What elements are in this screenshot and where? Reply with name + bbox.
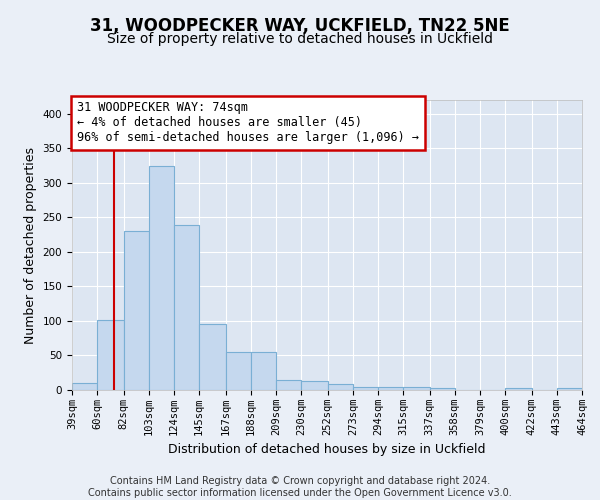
Bar	[276, 380, 301, 390]
Bar	[403, 387, 430, 390]
Bar	[174, 225, 199, 390]
Bar	[97, 320, 124, 390]
Bar	[199, 324, 226, 390]
Bar	[505, 388, 532, 390]
Bar	[226, 352, 251, 390]
Bar	[301, 381, 328, 390]
Bar	[328, 384, 353, 390]
Bar	[149, 166, 174, 390]
Y-axis label: Number of detached properties: Number of detached properties	[24, 146, 37, 344]
Bar	[124, 231, 149, 390]
Text: 31 WOODPECKER WAY: 74sqm
← 4% of detached houses are smaller (45)
96% of semi-de: 31 WOODPECKER WAY: 74sqm ← 4% of detache…	[77, 102, 419, 144]
Bar	[378, 387, 403, 390]
Text: Contains HM Land Registry data © Crown copyright and database right 2024.
Contai: Contains HM Land Registry data © Crown c…	[88, 476, 512, 498]
Bar	[251, 352, 276, 390]
Bar	[430, 388, 455, 390]
X-axis label: Distribution of detached houses by size in Uckfield: Distribution of detached houses by size …	[168, 444, 486, 456]
Bar	[353, 386, 378, 390]
Text: Size of property relative to detached houses in Uckfield: Size of property relative to detached ho…	[107, 32, 493, 46]
Bar	[72, 383, 97, 390]
Text: 31, WOODPECKER WAY, UCKFIELD, TN22 5NE: 31, WOODPECKER WAY, UCKFIELD, TN22 5NE	[90, 18, 510, 36]
Bar	[557, 388, 582, 390]
